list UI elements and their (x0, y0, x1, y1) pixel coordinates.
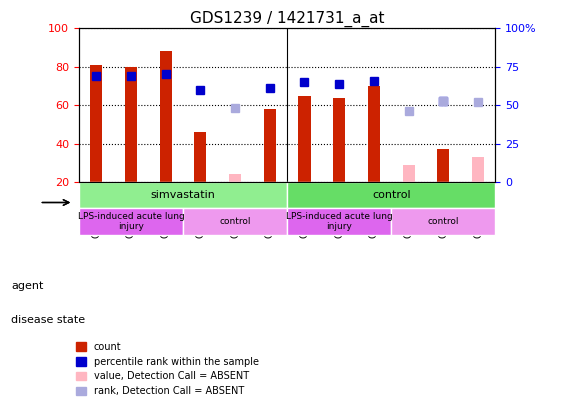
Text: control: control (372, 190, 410, 200)
Bar (263, 109, 276, 182)
FancyBboxPatch shape (287, 182, 495, 209)
Bar (333, 98, 345, 182)
Bar (298, 96, 311, 182)
Text: LPS-induced acute lung
injury: LPS-induced acute lung injury (78, 212, 184, 231)
FancyBboxPatch shape (79, 182, 287, 209)
Text: control: control (428, 217, 459, 226)
Bar (229, 175, 241, 182)
FancyBboxPatch shape (287, 209, 391, 235)
Bar (472, 157, 484, 182)
Bar (368, 86, 380, 182)
Title: GDS1239 / 1421731_a_at: GDS1239 / 1421731_a_at (190, 11, 385, 27)
Bar (159, 51, 172, 182)
FancyBboxPatch shape (79, 209, 183, 235)
Text: agent: agent (11, 281, 44, 290)
Bar (403, 165, 415, 182)
Text: LPS-induced acute lung
injury: LPS-induced acute lung injury (286, 212, 392, 231)
Legend: count, percentile rank within the sample, value, Detection Call = ABSENT, rank, : count, percentile rank within the sample… (73, 338, 263, 400)
Bar (437, 149, 449, 182)
Text: disease state: disease state (11, 315, 86, 325)
Text: simvastatin: simvastatin (150, 190, 216, 200)
Bar (194, 132, 207, 182)
Bar (125, 67, 137, 182)
FancyBboxPatch shape (183, 209, 287, 235)
Bar (90, 65, 102, 182)
FancyBboxPatch shape (391, 209, 495, 235)
Text: control: control (220, 217, 251, 226)
